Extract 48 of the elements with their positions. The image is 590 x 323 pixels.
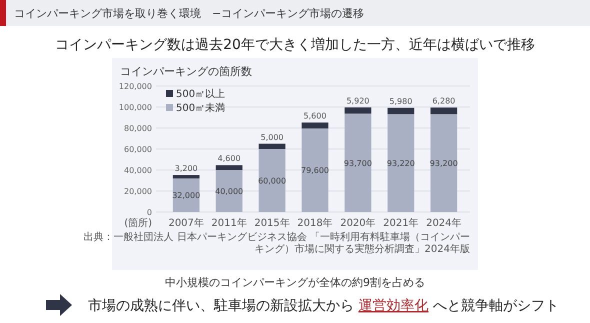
data-label: 6,280 xyxy=(432,96,456,106)
x-tick-label: 2021年 xyxy=(383,217,419,229)
data-label: 5,920 xyxy=(346,96,370,106)
data-label: 5,600 xyxy=(304,112,326,121)
source-note: 出典：一般社団法人 日本パーキングビジネス協会 「一時利用有料駐車場（コインパーキング）市場に関する実態分析調査」2024年版 xyxy=(84,231,470,255)
text: コインパーキング市場を取り巻く環境 −コインパーキング市場の遷移 xyxy=(14,7,364,20)
x-tick-label: 2018年 xyxy=(297,217,333,229)
x-tick-label: 2024年 xyxy=(426,217,462,229)
text: 運営効率化 xyxy=(358,298,428,314)
bar xyxy=(302,128,328,212)
y-tick-label: 120,000 xyxy=(118,82,152,91)
chart-subtitle: コインパーキング数は過去20年で大きく増加した一方、近年は横ばいで推移 xyxy=(55,36,535,53)
data-label: 40,000 xyxy=(215,187,244,196)
bar xyxy=(388,108,414,114)
bar xyxy=(430,108,458,114)
data-label: 5,000 xyxy=(260,132,284,142)
y-tick-label: 80,000 xyxy=(124,124,152,133)
bar xyxy=(172,175,200,178)
y-tick-label: 40,000 xyxy=(124,166,152,175)
data-label: 79,600 xyxy=(301,166,329,176)
data-label: 60,000 xyxy=(258,176,286,186)
x-tick-label: 2020年 xyxy=(340,217,376,229)
data-label: 4,600 xyxy=(218,154,241,164)
bar xyxy=(302,122,328,128)
x-tick-label: 2007年 xyxy=(168,217,204,229)
x-tick-label: 2015年 xyxy=(254,217,290,229)
y-tick-label: 20,000 xyxy=(124,187,152,196)
bar xyxy=(430,114,458,212)
bar xyxy=(258,144,286,149)
y-tick-label: 60,000 xyxy=(124,145,152,154)
legend-label: 500㎡以上 xyxy=(176,88,226,100)
bar xyxy=(216,170,242,212)
bar xyxy=(388,114,414,212)
bar xyxy=(344,107,372,114)
bar xyxy=(344,114,372,212)
data-label: 3,200 xyxy=(174,164,198,174)
text: 中小規模のコインパーキングが全体の約9割を占める xyxy=(165,276,425,289)
text: へと競争軸がシフト xyxy=(428,298,559,314)
y-tick-label: 100,000 xyxy=(118,103,152,112)
bar xyxy=(216,165,242,170)
bar xyxy=(258,149,286,212)
legend-label: 500㎡未満 xyxy=(176,102,226,114)
text: 市場の成熟に伴い、駐車場の新設拡大から xyxy=(88,298,358,314)
y-axis-title: (箇所) xyxy=(124,217,152,229)
y-tick-label: 0 xyxy=(146,208,152,217)
data-label: 5,980 xyxy=(389,96,412,106)
x-tick-label: 2011年 xyxy=(211,217,247,229)
chart-title: コインパーキングの箇所数 xyxy=(120,65,252,78)
